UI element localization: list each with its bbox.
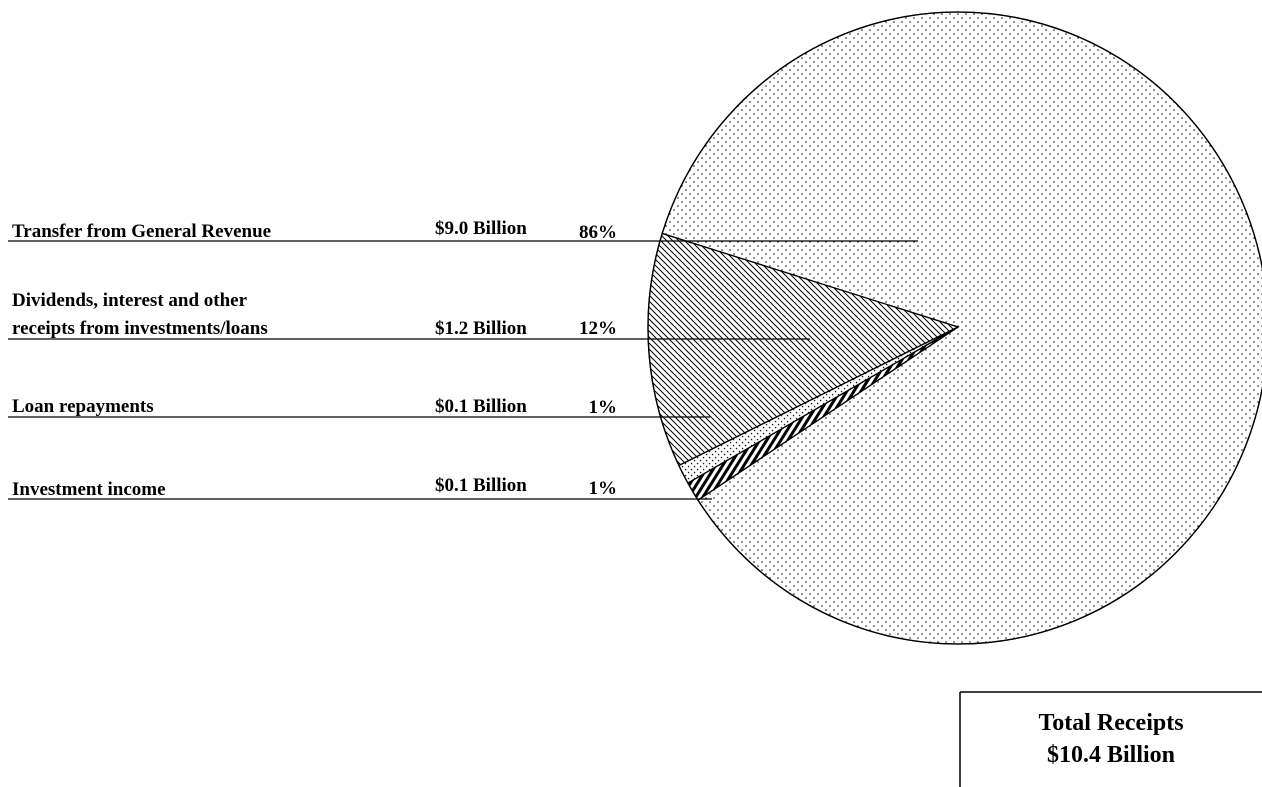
slice-percent: 1%: [589, 478, 618, 499]
slice-label-line: receipts from investments/loans: [12, 318, 268, 339]
slice-label-line: Dividends, interest and other: [12, 290, 248, 311]
slice-labels: Transfer from General Revenue $9.0 Billio…: [12, 218, 617, 500]
slice-percent: 86%: [579, 222, 617, 243]
total-title: Total Receipts: [1038, 710, 1183, 736]
slice-label: Transfer from General Revenue: [12, 221, 271, 242]
slice-label: Investment income: [12, 479, 166, 500]
total-receipts-box: Total Receipts $10.4 Billion: [959, 691, 1262, 787]
pie-outline: [647, 11, 1262, 645]
slice-amount: $1.2 Billion: [435, 318, 527, 339]
pie-slices: [647, 11, 1262, 645]
slice-label: Loan repayments: [12, 396, 154, 417]
slice-amount: $0.1 Billion: [435, 475, 527, 496]
total-amount: $10.4 Billion: [1047, 742, 1175, 768]
slice-percent: 12%: [579, 318, 617, 339]
leader-lines: [8, 240, 918, 500]
slice-percent: 1%: [589, 397, 618, 418]
slice-amount: $9.0 Billion: [435, 218, 527, 239]
slice-amount: $0.1 Billion: [435, 396, 527, 417]
